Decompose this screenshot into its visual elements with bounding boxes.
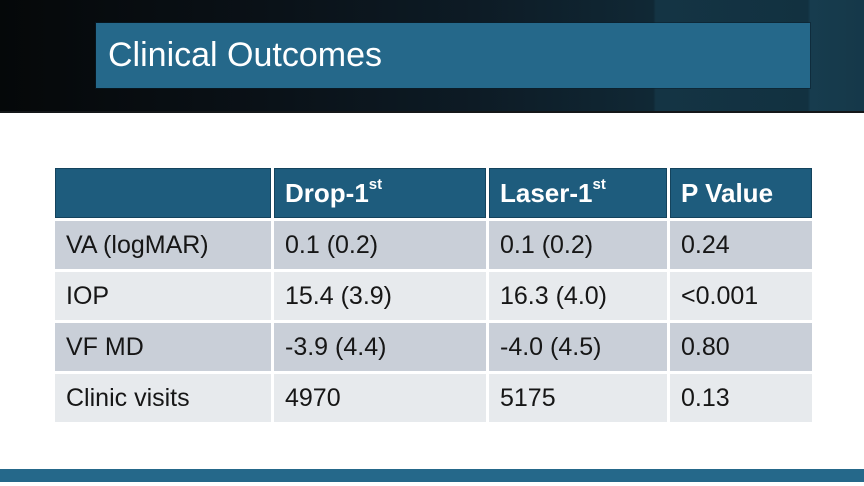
row-label-vfmd: VF MD [55,323,271,371]
cell-vfmd-p: 0.80 [670,323,812,371]
row-label-clinic-visits: Clinic visits [55,374,271,422]
cell-vfmd-laser: -4.0 (4.5) [489,323,667,371]
title-bar: Clinical Outcomes [96,23,810,88]
cell-vfmd-drop: -3.9 (4.4) [274,323,486,371]
table-header-p-value: P Value [670,168,812,218]
clinical-outcomes-table: Drop-1 st Laser-1 st P Value VA (logMAR) 0… [55,168,812,422]
cell-clinic-p: 0.13 [670,374,812,422]
cell-iop-drop: 15.4 (3.9) [274,272,486,320]
slide-title: Clinical Outcomes [108,36,382,74]
cell-va-drop: 0.1 (0.2) [274,221,486,269]
cell-va-p: 0.24 [670,221,812,269]
footer-accent-bar [0,469,864,482]
cell-iop-laser: 16.3 (4.0) [489,272,667,320]
cell-clinic-drop: 4970 [274,374,486,422]
row-label-va: VA (logMAR) [55,221,271,269]
table-header-laser-first: Laser-1 st [489,168,667,218]
table-header-drop-first: Drop-1 st [274,168,486,218]
cell-va-laser: 0.1 (0.2) [489,221,667,269]
cell-iop-p: <0.001 [670,272,812,320]
row-label-iop: IOP [55,272,271,320]
cell-clinic-laser: 5175 [489,374,667,422]
table-header-empty [55,168,271,218]
